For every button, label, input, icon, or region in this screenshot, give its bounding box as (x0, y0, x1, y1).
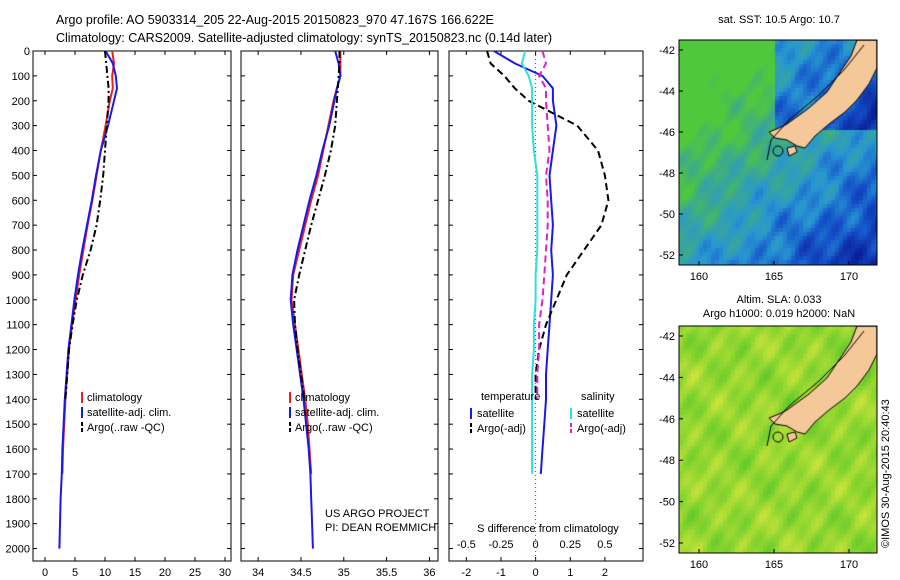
imos-credit: ©IMOS 30-Aug-2015 20:40:43 (880, 399, 892, 548)
sla-map-canvas (679, 326, 877, 553)
y-tick-label: 800 (12, 245, 30, 257)
sla-map-title-2: Argo h1000: 0.019 h2000: NaN (702, 308, 856, 320)
x-tick-label: 2 (602, 567, 608, 579)
legend-label: climatology (295, 392, 351, 404)
top-tick-label: 0.25 (560, 539, 581, 551)
y-tick-label: 300 (12, 121, 30, 133)
series-line-2 (486, 50, 610, 400)
top-tick-label: -0.5 (457, 539, 476, 551)
y-tick-label: 1600 (6, 444, 30, 456)
x-tick-label: 5 (72, 567, 78, 579)
x-tick-label: 34 (252, 567, 264, 579)
profile-panel-3: -2-1012T difference from climatology-0.5… (448, 50, 644, 579)
y-tick-label: 100 (12, 71, 30, 83)
x-tick-label: 34.5 (290, 567, 311, 579)
plot-frame (32, 50, 232, 562)
y-tick-label: 600 (12, 195, 30, 207)
header-line-2: Climatology: CARS2009. Satellite-adjuste… (56, 31, 553, 45)
sst-map-canvas (679, 40, 877, 265)
profile-panel-1: 0100200300400500600700800900100011001200… (6, 46, 232, 579)
header-line-1: Argo profile: AO 5903314_205 22-Aug-2015… (56, 13, 494, 27)
y-tick-label: 900 (12, 270, 30, 282)
sst-map-title: sat. SST: 10.5 Argo: 10.7 (718, 14, 840, 26)
y-tick-label: 1400 (6, 394, 30, 406)
sla-map-title-1: Altim. SLA: 0.033 (736, 294, 822, 306)
series-line-2 (58, 50, 119, 549)
x-tick-label: 0 (533, 567, 539, 579)
x-tick-label: 35.5 (376, 567, 397, 579)
x-tick-label: 10 (99, 567, 111, 579)
y-tick-label: 1900 (6, 519, 30, 531)
legend-label: satellite-adj. clim. (295, 407, 379, 419)
legend-label: satellite (577, 408, 614, 420)
top-axis-label: S difference from climatology (477, 523, 619, 535)
series-line-1 (493, 50, 558, 474)
project-annotation: US ARGO PROJECT (325, 508, 430, 520)
y-tick-label: 1300 (6, 369, 30, 381)
y-tick-label: 400 (12, 146, 30, 158)
legend-title-temperature: temperature (481, 391, 540, 403)
series-line-3 (520, 50, 539, 474)
series-line-3 (293, 51, 341, 400)
y-tick-label: 500 (12, 170, 30, 182)
legend-label: satellite-adj. clim. (87, 407, 171, 419)
x-tick-label: 0 (42, 567, 48, 579)
profile-panel-2: 3434.53535.536salinityclimatologysatelli… (240, 50, 439, 579)
x-tick-label: 25 (189, 567, 201, 579)
x-tick-label: 1 (567, 567, 573, 579)
x-tick-label: 20 (159, 567, 171, 579)
pi-annotation: PI: DEAN ROEMMICH (325, 522, 436, 534)
top-tick-label: -0.25 (488, 539, 513, 551)
x-tick-label: 35 (338, 567, 350, 579)
legend-label: Argo(..raw -QC) (87, 422, 165, 434)
y-tick-label: 1700 (6, 469, 30, 481)
sla-map (679, 326, 877, 553)
y-tick-label: 1200 (6, 345, 30, 357)
legend-label: Argo(..raw -QC) (295, 422, 373, 434)
legend-label: climatology (87, 392, 143, 404)
legend-label: satellite (477, 408, 514, 420)
top-tick-label: 0 (533, 539, 539, 551)
x-tick-label: 15 (129, 567, 141, 579)
y-tick-label: 1000 (6, 295, 30, 307)
legend-title-salinity: salinity (581, 391, 615, 403)
sst-map (679, 40, 877, 265)
legend-label: Argo(-adj) (577, 423, 626, 435)
y-tick-label: 1800 (6, 494, 30, 506)
y-tick-label: 0 (24, 46, 30, 58)
plot-frame (240, 50, 439, 562)
y-tick-label: 2000 (6, 544, 30, 556)
series-line-2 (289, 50, 342, 549)
series-line-3 (64, 50, 110, 400)
plot-frame (448, 50, 644, 562)
top-tick-label: 0.5 (597, 539, 612, 551)
x-tick-label: -2 (461, 567, 471, 579)
y-tick-label: 200 (12, 96, 30, 108)
x-tick-label: 30 (219, 567, 231, 579)
y-tick-label: 1500 (6, 419, 30, 431)
series-line-4 (536, 50, 551, 400)
legend-label: Argo(-adj) (477, 423, 526, 435)
y-tick-label: 1100 (6, 320, 30, 332)
x-tick-label: 36 (423, 567, 435, 579)
y-tick-label: 700 (12, 220, 30, 232)
x-tick-label: -1 (496, 567, 506, 579)
